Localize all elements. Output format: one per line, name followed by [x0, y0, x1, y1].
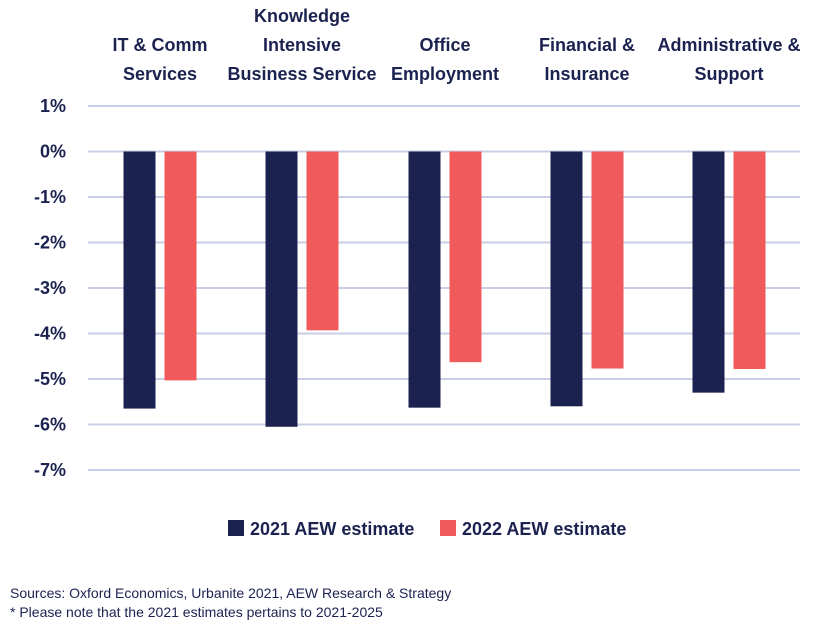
bar-2022 [306, 151, 339, 331]
y-tick-label: -1% [34, 187, 66, 207]
y-tick-label: -7% [34, 460, 66, 480]
bar-2022 [591, 151, 624, 369]
category-label: Business Service [227, 64, 376, 84]
category-label: IT & Comm [112, 35, 207, 55]
bar-2021 [123, 151, 156, 409]
category-labels: IT & Comm Services Knowledge Intensive Busin… [112, 6, 800, 84]
legend-label: 2021 AEW estimate [250, 519, 414, 539]
bar-2022 [164, 151, 197, 381]
category-label: Employment [391, 64, 499, 84]
legend-swatch [228, 520, 244, 536]
category-label: Intensive [263, 35, 341, 55]
bar-2022 [733, 151, 766, 369]
bar-2022 [449, 151, 482, 363]
category-label: Services [123, 64, 197, 84]
y-tick-label: -6% [34, 415, 66, 435]
bars [123, 151, 766, 427]
category-label: Insurance [544, 64, 629, 84]
category-label: Support [695, 64, 764, 84]
y-tick-label: -2% [34, 233, 66, 253]
y-tick-label: -3% [34, 278, 66, 298]
sources-note: Sources: Oxford Economics, Urbanite 2021… [10, 585, 452, 601]
legend: 2021 AEW estimate 2022 AEW estimate [228, 519, 626, 539]
y-tick-label: -4% [34, 324, 66, 344]
y-tick-label: 0% [40, 142, 66, 162]
category-label: Financial & [539, 35, 635, 55]
bar-2021 [550, 151, 583, 407]
legend-label: 2022 AEW estimate [462, 519, 626, 539]
y-tick-label: -5% [34, 369, 66, 389]
gridlines [88, 105, 800, 471]
y-axis-ticks: 1% 0% -1% -2% -3% -4% -5% -6% -7% [34, 96, 66, 480]
bar-2021 [408, 151, 441, 408]
category-label: Knowledge [254, 6, 350, 26]
legend-swatch [440, 520, 456, 536]
period-note: * Please note that the 2021 estimates pe… [10, 604, 383, 620]
category-label: Administrative & [657, 35, 800, 55]
bar-2021 [265, 151, 298, 427]
category-label: Office [419, 35, 470, 55]
bar-chart: 1% 0% -1% -2% -3% -4% -5% -6% -7% IT & Comm Servi… [34, 6, 801, 539]
y-tick-label: 1% [40, 96, 66, 116]
footnotes: Sources: Oxford Economics, Urbanite 2021… [10, 584, 451, 622]
bar-2021 [692, 151, 725, 393]
